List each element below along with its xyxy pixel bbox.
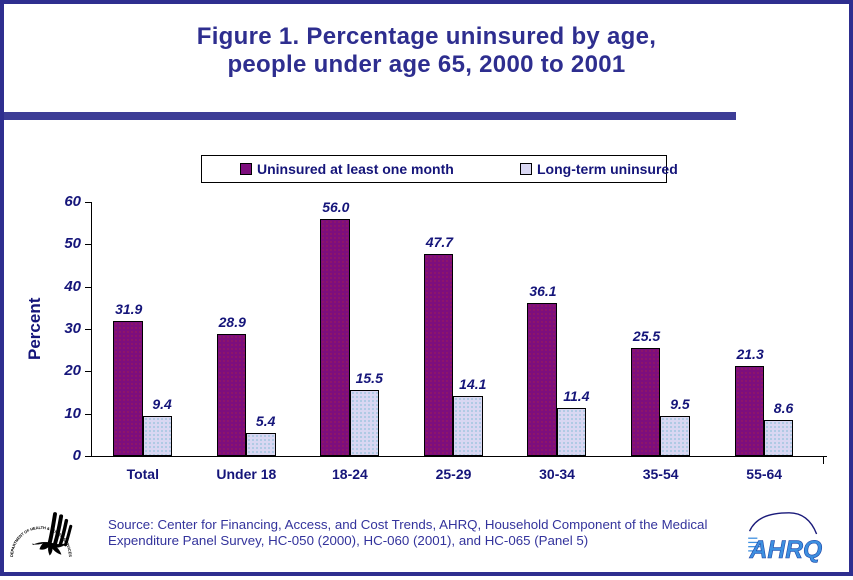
svg-text:AHRQ: AHRQ <box>749 537 823 564</box>
